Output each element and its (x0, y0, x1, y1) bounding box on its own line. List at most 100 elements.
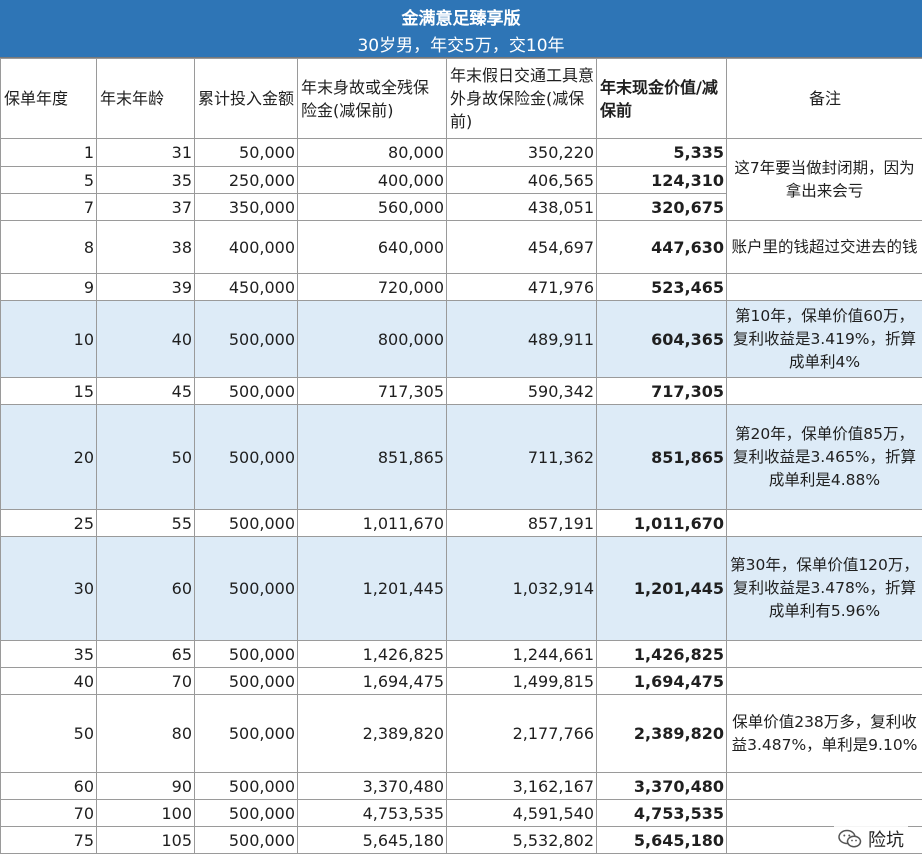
cell-cash: 3,370,480 (596, 772, 727, 800)
table-row: 9 39 450,000 720,000 471,976 523,465 (0, 273, 922, 301)
cell-death: 1,201,445 (297, 536, 447, 641)
cell-cash: 1,694,475 (596, 667, 727, 695)
cell-death: 4,753,535 (297, 799, 447, 827)
cell-accident: 590,342 (446, 377, 597, 405)
cell-cash: 523,465 (596, 273, 727, 301)
note-empty (726, 799, 922, 827)
cell-paid: 500,000 (194, 404, 298, 510)
cell-age: 55 (96, 509, 195, 537)
cell-cash: 1,201,445 (596, 536, 727, 641)
cell-accident: 711,362 (446, 404, 597, 510)
cell-accident: 489,911 (446, 300, 597, 378)
table-title: 金满意足臻享版 (401, 9, 521, 29)
cell-death: 400,000 (297, 166, 447, 194)
cell-death: 5,645,180 (297, 826, 447, 854)
note-empty (726, 273, 922, 301)
col-header-policy-year: 保单年度 (0, 58, 97, 139)
cell-year: 50 (0, 694, 97, 773)
cell-paid: 500,000 (194, 509, 298, 537)
table-row: 7 37 350,000 560,000 438,051 320,675 (0, 193, 922, 221)
cell-accident: 1,032,914 (446, 536, 597, 641)
cell-accident: 2,177,766 (446, 694, 597, 773)
col-header-death-benefit: 年末身故或全残保险金(减保前) (297, 58, 447, 139)
cell-year: 5 (0, 166, 97, 194)
cell-age: 65 (96, 640, 195, 668)
cell-age: 80 (96, 694, 195, 773)
cell-death: 2,389,820 (297, 694, 447, 773)
cell-year: 7 (0, 193, 97, 221)
table-row: 75 105 500,000 5,645,180 5,532,802 5,645… (0, 826, 922, 854)
table-subtitle: 30岁男，年交5万，交10年 (357, 36, 565, 56)
cell-death: 720,000 (297, 273, 447, 301)
cell-year: 25 (0, 509, 97, 537)
cell-accident: 1,499,815 (446, 667, 597, 695)
col-header-accident-benefit: 年末假日交通工具意外身故保险金(减保前) (446, 58, 597, 139)
table-header-banner: 金满意足臻享版 30岁男，年交5万，交10年 (0, 0, 922, 58)
table-row: 40 70 500,000 1,694,475 1,499,815 1,694,… (0, 667, 922, 695)
cell-age: 37 (96, 193, 195, 221)
cell-age: 60 (96, 536, 195, 641)
cell-cash: 447,630 (596, 220, 727, 274)
cell-death: 3,370,480 (297, 772, 447, 800)
cell-paid: 500,000 (194, 667, 298, 695)
table-row: 70 100 500,000 4,753,535 4,591,540 4,753… (0, 799, 922, 827)
note-year-50: 保单价值238万多，复利收益3.487%，单利是9.10% (726, 694, 922, 773)
cell-cash: 5,335 (596, 138, 727, 167)
note-empty (726, 667, 922, 695)
cell-cash: 124,310 (596, 166, 727, 194)
cell-year: 8 (0, 220, 97, 274)
cell-cash: 1,426,825 (596, 640, 727, 668)
cell-cash: 4,753,535 (596, 799, 727, 827)
cell-cash: 1,011,670 (596, 509, 727, 537)
cell-year: 10 (0, 300, 97, 378)
watermark: 险坑 (834, 825, 908, 853)
cell-age: 90 (96, 772, 195, 800)
cell-accident: 438,051 (446, 193, 597, 221)
cell-age: 35 (96, 166, 195, 194)
cell-age: 38 (96, 220, 195, 274)
table-row: 60 90 500,000 3,370,480 3,162,167 3,370,… (0, 772, 922, 800)
cell-age: 105 (96, 826, 195, 854)
cell-cash: 2,389,820 (596, 694, 727, 773)
note-year-20: 第20年，保单价值85万，复利收益是3.465%，折算成单利是4.88% (726, 404, 922, 510)
cell-year: 15 (0, 377, 97, 405)
cell-age: 100 (96, 799, 195, 827)
cell-death: 1,426,825 (297, 640, 447, 668)
cell-paid: 500,000 (194, 694, 298, 773)
cell-accident: 406,565 (446, 166, 597, 194)
cell-paid: 500,000 (194, 300, 298, 378)
cell-year: 60 (0, 772, 97, 800)
table-row: 15 45 500,000 717,305 590,342 717,305 (0, 377, 922, 405)
note-empty (726, 377, 922, 405)
table-row: 25 55 500,000 1,011,670 857,191 1,011,67… (0, 509, 922, 537)
col-header-age: 年末年龄 (96, 58, 195, 139)
cell-age: 45 (96, 377, 195, 405)
cell-age: 31 (96, 138, 195, 167)
cell-cash: 851,865 (596, 404, 727, 510)
cell-year: 70 (0, 799, 97, 827)
note-year-10: 第10年，保单价值60万，复利收益是3.419%，折算成单利4% (726, 300, 922, 378)
cell-paid: 350,000 (194, 193, 298, 221)
note-empty (726, 772, 922, 800)
note-empty (726, 640, 922, 668)
cell-year: 40 (0, 667, 97, 695)
table-row: 8 38 400,000 640,000 454,697 447,630 账户里… (0, 220, 922, 274)
col-header-paid: 累计投入金额 (194, 58, 298, 139)
cell-paid: 500,000 (194, 640, 298, 668)
cell-death: 851,865 (297, 404, 447, 510)
cell-age: 70 (96, 667, 195, 695)
cell-year: 75 (0, 826, 97, 854)
watermark-text: 险坑 (868, 830, 904, 851)
cell-paid: 500,000 (194, 536, 298, 641)
cell-accident: 1,244,661 (446, 640, 597, 668)
table-row: 20 50 500,000 851,865 711,362 851,865 第2… (0, 404, 922, 510)
cell-death: 717,305 (297, 377, 447, 405)
cell-accident: 857,191 (446, 509, 597, 537)
note-empty (726, 509, 922, 537)
note-breakeven: 账户里的钱超过交进去的钱 (726, 220, 922, 274)
cell-year: 30 (0, 536, 97, 641)
cell-accident: 4,591,540 (446, 799, 597, 827)
table-row: 5 35 250,000 400,000 406,565 124,310 (0, 166, 922, 194)
cell-age: 39 (96, 273, 195, 301)
cell-paid: 500,000 (194, 772, 298, 800)
